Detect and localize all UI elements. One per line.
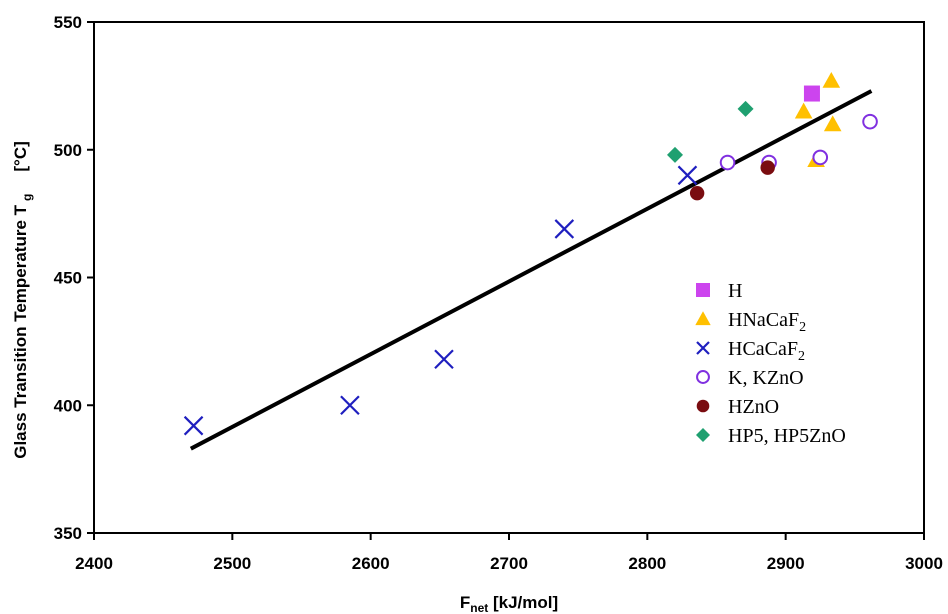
- data-point: [823, 115, 842, 132]
- legend-label: H: [728, 280, 742, 302]
- data-point: [667, 146, 683, 163]
- data-point: [822, 71, 841, 88]
- data-point: [760, 160, 775, 175]
- x-tick-label: 3000: [905, 554, 943, 573]
- x-tick-label: 2400: [75, 554, 113, 573]
- data-point: [554, 219, 575, 239]
- legend-marker: [696, 283, 710, 297]
- legend-label: HZnO: [728, 396, 779, 418]
- y-axis-title-main: Glass Transition Temperature T: [11, 204, 30, 458]
- data-point: [812, 149, 829, 166]
- x-tick-label: 2500: [213, 554, 251, 573]
- x-axis-title-main: F: [460, 593, 470, 612]
- data-point: [677, 165, 698, 186]
- x-tick-label: 2700: [490, 554, 528, 573]
- legend-label: HP5, HP5ZnO: [728, 425, 846, 447]
- legend-marker: [696, 370, 710, 384]
- legend-label-sub: 2: [799, 320, 806, 335]
- data-points: [183, 71, 878, 436]
- trendline: [189, 89, 873, 451]
- x-axis: 2400 2500 2600 2700 2800 2900 3000: [75, 533, 943, 573]
- data-point: [862, 113, 878, 130]
- legend-marker: [695, 311, 711, 326]
- legend-label-sub: 2: [798, 349, 805, 364]
- plot-area: [93, 21, 925, 534]
- trendline-group: [189, 89, 873, 451]
- legend-label-main: HCaCaF: [728, 338, 798, 360]
- legend-label: HNaCaF2: [728, 309, 806, 335]
- data-point: [803, 85, 820, 102]
- data-point: [183, 415, 204, 436]
- legend-label-main: HNaCaF: [728, 309, 799, 331]
- y-tick-label: 500: [54, 141, 82, 160]
- x-tick-label: 2900: [767, 554, 805, 573]
- legend-marker: [696, 428, 710, 442]
- legend-label-main: HP5, HP5ZnO: [728, 425, 846, 447]
- legend-label-main: H: [728, 280, 742, 302]
- legend-label-main: HZnO: [728, 396, 779, 418]
- legend-marker: [696, 341, 710, 355]
- legend-label-main: K, KZnO: [728, 367, 804, 389]
- legend-marker: [696, 399, 710, 413]
- y-tick-label: 350: [54, 524, 82, 543]
- legend-label: HCaCaF2: [728, 338, 805, 364]
- data-point: [689, 185, 705, 201]
- x-tick-label: 2600: [352, 554, 390, 573]
- y-tick-label: 550: [54, 13, 82, 32]
- x-tick-label: 2800: [628, 554, 666, 573]
- data-point: [794, 102, 813, 119]
- y-axis-title: Glass Transition Temperature T g [°C]: [11, 141, 34, 459]
- data-point: [434, 349, 454, 370]
- y-axis-title-unit: [°C]: [11, 141, 30, 171]
- x-axis-title-sub: net: [470, 601, 488, 614]
- data-point: [737, 100, 754, 117]
- data-point: [340, 395, 360, 416]
- y-axis: 350 400 450 500 550: [54, 13, 94, 543]
- x-axis-title: Fnet [kJ/mol]: [460, 593, 558, 614]
- y-axis-title-sub: g: [20, 194, 34, 201]
- x-axis-title-unit: [kJ/mol]: [488, 593, 558, 612]
- data-point: [719, 154, 736, 171]
- legend-label: K, KZnO: [728, 367, 804, 389]
- y-tick-label: 450: [54, 269, 82, 288]
- y-tick-label: 400: [54, 396, 82, 415]
